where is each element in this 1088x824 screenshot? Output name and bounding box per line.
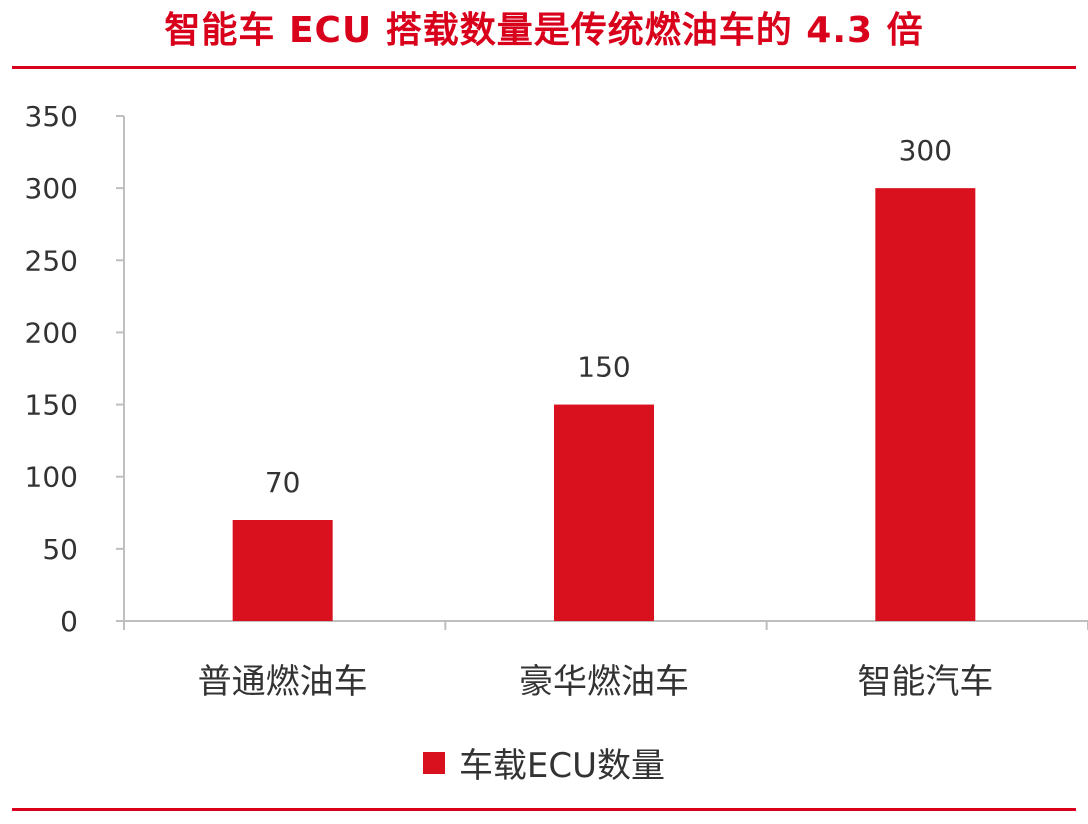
y-tick-label: 0 <box>60 605 78 638</box>
x-category-label: 普通燃油车 <box>198 662 368 702</box>
data-label: 70 <box>265 466 301 499</box>
legend-label: 车载ECU数量 <box>458 746 666 786</box>
y-tick-label: 200 <box>25 316 78 349</box>
data-label: 300 <box>899 134 952 167</box>
x-category-label: 智能汽车 <box>857 662 993 702</box>
y-tick-label: 150 <box>25 389 78 422</box>
x-category-label: 豪华燃油车 <box>519 662 689 702</box>
title-divider <box>12 66 1076 69</box>
y-tick-label: 300 <box>25 172 78 205</box>
y-tick-label: 50 <box>42 533 78 566</box>
bar <box>875 188 976 621</box>
y-tick-label: 100 <box>25 461 78 494</box>
data-label: 150 <box>577 351 630 384</box>
y-tick-label: 250 <box>25 244 78 277</box>
bar <box>232 520 333 621</box>
legend: 车载ECU数量 <box>0 738 1088 787</box>
bar <box>554 404 654 621</box>
chart-title: 智能车 ECU 搭载数量是传统燃油车的 4.3 倍 <box>164 10 924 51</box>
y-tick-label: 350 <box>25 100 78 133</box>
bottom-divider <box>12 808 1076 811</box>
legend-swatch <box>422 751 445 774</box>
bar-chart: 0 50 100 150 200 250 300 350 70 普通燃油车 150 豪华燃油车 300 智… <box>25 100 1088 702</box>
